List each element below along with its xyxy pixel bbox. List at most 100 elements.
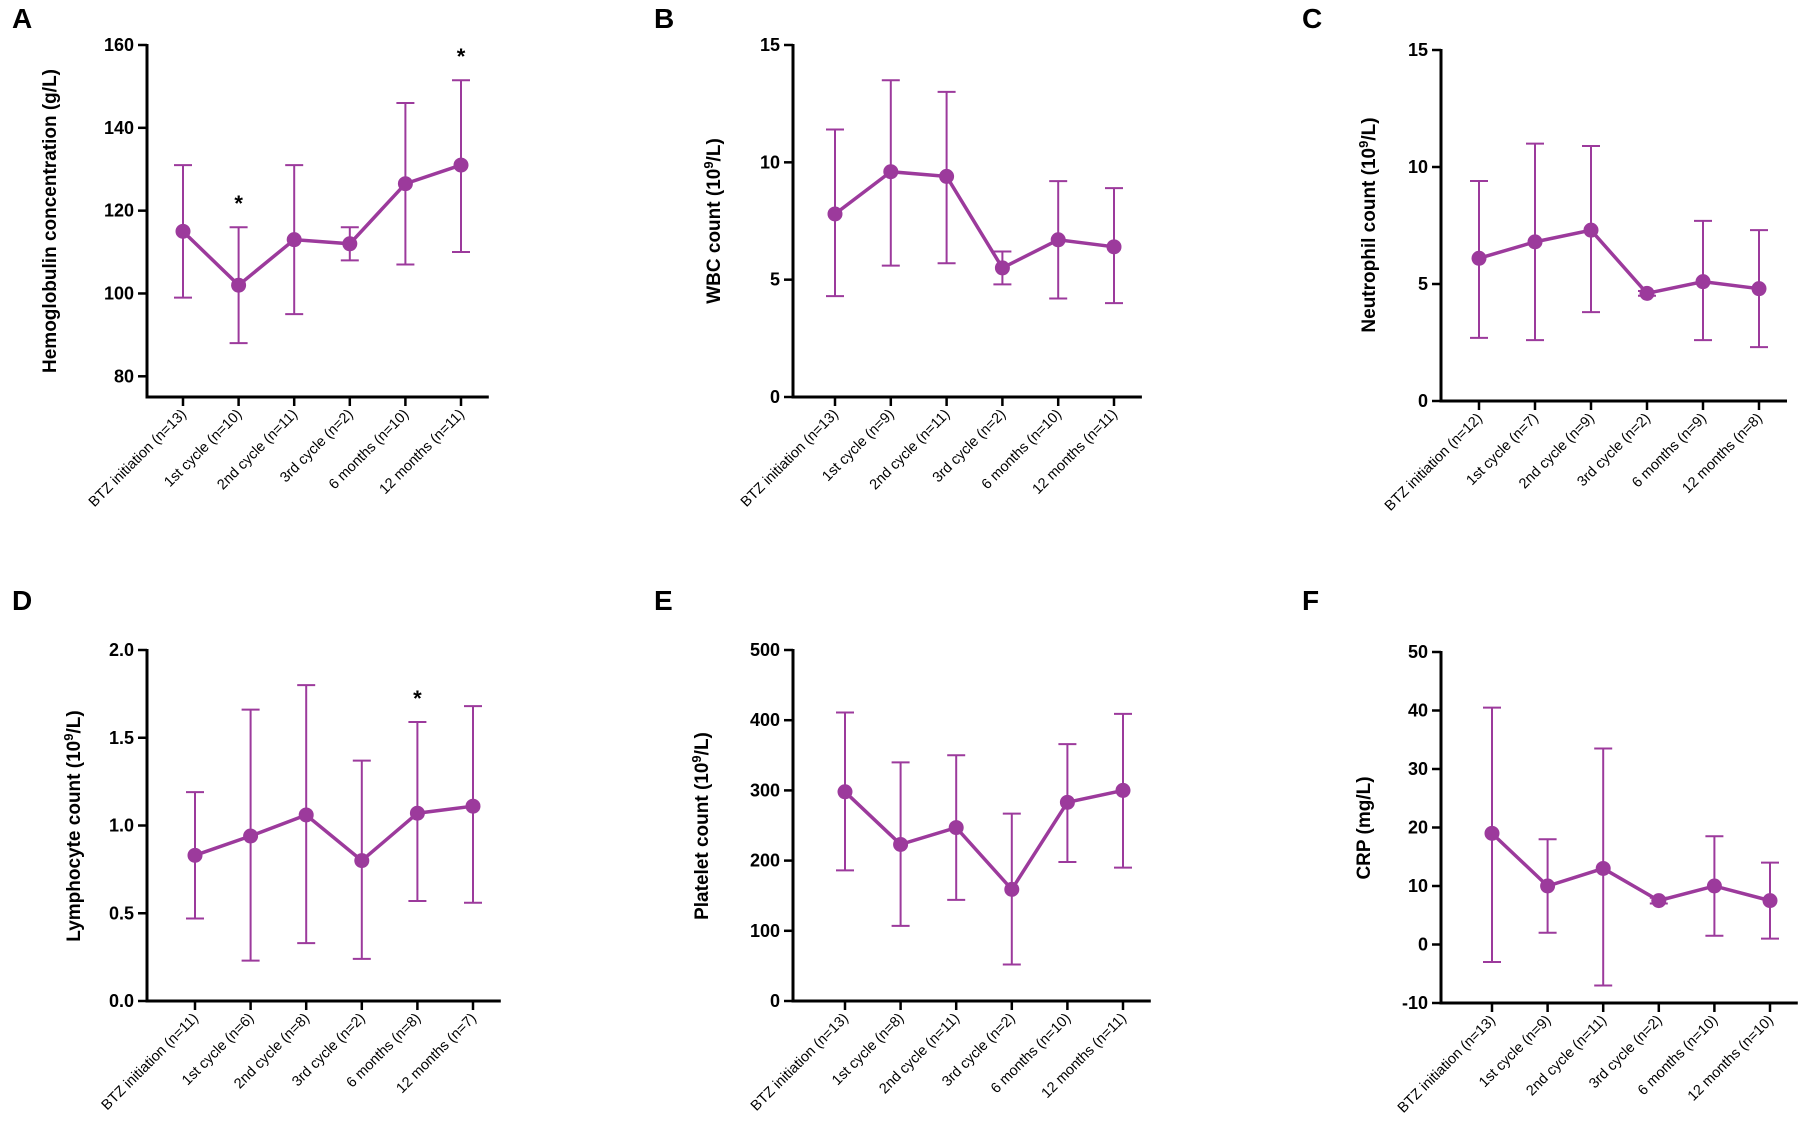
y-axis-label: Platelet count (109/L) xyxy=(689,732,713,920)
data-point xyxy=(1106,239,1122,255)
data-point xyxy=(1471,250,1487,266)
y-tick-label: 500 xyxy=(750,640,780,660)
x-tick-label: BTZ initiation (n=13) xyxy=(748,1011,852,1115)
y-tick-label: 400 xyxy=(750,710,780,730)
data-point xyxy=(1059,794,1075,810)
data-point xyxy=(1050,232,1066,248)
y-tick-label: 100 xyxy=(104,283,134,303)
data-point xyxy=(1639,285,1655,301)
significance-marker: * xyxy=(413,686,422,711)
y-axis-label: Hemoglobulin concentration (g/L) xyxy=(40,69,61,373)
y-tick-label: 5 xyxy=(1418,274,1428,294)
panel-letter: A xyxy=(12,3,32,34)
panel-c: C 0 5 10 15 Neutrophil count (109/L) BTZ initi… xyxy=(1302,3,1787,514)
y-tick-label: 15 xyxy=(760,35,780,55)
series-line xyxy=(1478,228,1760,296)
y-axis-label: Neutrophil count (109/L) xyxy=(1356,117,1380,332)
y-tick-label: 200 xyxy=(750,851,780,871)
data-point xyxy=(837,784,853,800)
data-point xyxy=(298,807,314,823)
data-point xyxy=(827,206,843,222)
y-tick-label: 10 xyxy=(1408,157,1428,177)
y-tick-label: 0.5 xyxy=(109,903,134,923)
y-tick-label: 40 xyxy=(1408,701,1428,721)
y-axis-label: Lymphocyte count (109/L) xyxy=(61,710,85,941)
data-point xyxy=(187,847,203,863)
y-tick-label: 2.0 xyxy=(109,640,134,660)
data-point xyxy=(465,798,481,814)
data-point xyxy=(1004,881,1020,897)
series-line xyxy=(843,788,1124,893)
data-point xyxy=(1583,222,1599,238)
data-point xyxy=(342,236,358,252)
y-axis-label: CRP (mg/L) xyxy=(1354,776,1375,879)
panel-d: D 0.0 0.5 1.0 1.5 2.0 Lymphocyte count (109/L)… xyxy=(12,585,501,1114)
data-point xyxy=(948,820,964,836)
y-tick-label: 1.0 xyxy=(109,816,134,836)
data-point xyxy=(939,168,955,184)
y-tick-label: 100 xyxy=(750,921,780,941)
panel-e: E 0 100 200 300 400 500 Platelet count (109/L) B… xyxy=(654,585,1151,1114)
data-point xyxy=(453,157,469,173)
data-point xyxy=(286,232,302,248)
data-point xyxy=(883,164,899,180)
y-tick-label: 300 xyxy=(750,780,780,800)
significance-marker: * xyxy=(234,191,243,216)
data-point xyxy=(1762,893,1778,909)
panel-letter: B xyxy=(654,3,674,34)
panel-letter: C xyxy=(1302,3,1322,34)
data-point xyxy=(1751,281,1767,297)
series-line xyxy=(181,163,462,288)
x-tick-label: BTZ initiation (n=13) xyxy=(1395,1013,1499,1117)
x-tick-label: BTZ initiation (n=13) xyxy=(738,407,842,511)
panel-letter: D xyxy=(12,585,32,616)
y-tick-label: 50 xyxy=(1408,642,1428,662)
y-tick-label: 20 xyxy=(1408,818,1428,838)
data-point xyxy=(1484,825,1500,841)
significance-marker: * xyxy=(457,44,466,69)
x-tick-label: BTZ initiation (n=13) xyxy=(86,407,190,511)
x-tick-label: BTZ initiation (n=11) xyxy=(99,1011,202,1114)
data-point xyxy=(1527,234,1543,250)
series-line xyxy=(1490,832,1771,903)
series-line xyxy=(194,804,474,863)
y-tick-label: 120 xyxy=(104,201,134,221)
y-tick-label: 0 xyxy=(1418,391,1428,411)
y-tick-label: 1.5 xyxy=(109,728,134,748)
x-tick-label: BTZ initiation (n=12) xyxy=(1382,411,1486,515)
y-tick-label: 10 xyxy=(1408,876,1428,896)
data-point xyxy=(1706,878,1722,894)
data-point xyxy=(397,176,413,192)
y-tick-label: 0 xyxy=(1418,935,1428,955)
y-tick-label: 140 xyxy=(104,118,134,138)
data-point xyxy=(1115,782,1131,798)
series-line xyxy=(833,169,1115,271)
data-point xyxy=(409,805,425,821)
data-point xyxy=(1540,878,1556,894)
y-tick-label: 80 xyxy=(114,366,134,386)
data-point xyxy=(231,277,247,293)
data-point xyxy=(1595,860,1611,876)
data-point xyxy=(354,853,370,869)
data-point xyxy=(243,828,259,844)
y-tick-label: 160 xyxy=(104,35,134,55)
y-tick-label: 0 xyxy=(770,991,780,1011)
panel-f: F -10 0 10 20 30 40 50 CRP (mg/L) BTZ initiation … xyxy=(1302,585,1798,1116)
data-point xyxy=(1651,893,1667,909)
y-tick-label: 30 xyxy=(1408,759,1428,779)
panel-b: B 0 5 10 15 WBC count (109/L) BTZ initiation (… xyxy=(654,3,1142,510)
panel-letter: E xyxy=(654,585,673,616)
data-point xyxy=(994,260,1010,276)
panel-letter: F xyxy=(1302,585,1319,616)
y-tick-label: 10 xyxy=(760,152,780,172)
y-tick-label: 5 xyxy=(770,270,780,290)
data-point xyxy=(1695,274,1711,290)
data-point xyxy=(893,836,909,852)
y-tick-label: -10 xyxy=(1402,993,1428,1013)
y-tick-label: 0 xyxy=(770,387,780,407)
panel-a: A 80 100 120 140 160 Hemoglobulin concentratio… xyxy=(12,3,489,510)
data-point xyxy=(175,223,191,239)
y-tick-label: 0.0 xyxy=(109,991,134,1011)
y-axis-label: WBC count (109/L) xyxy=(701,138,725,304)
